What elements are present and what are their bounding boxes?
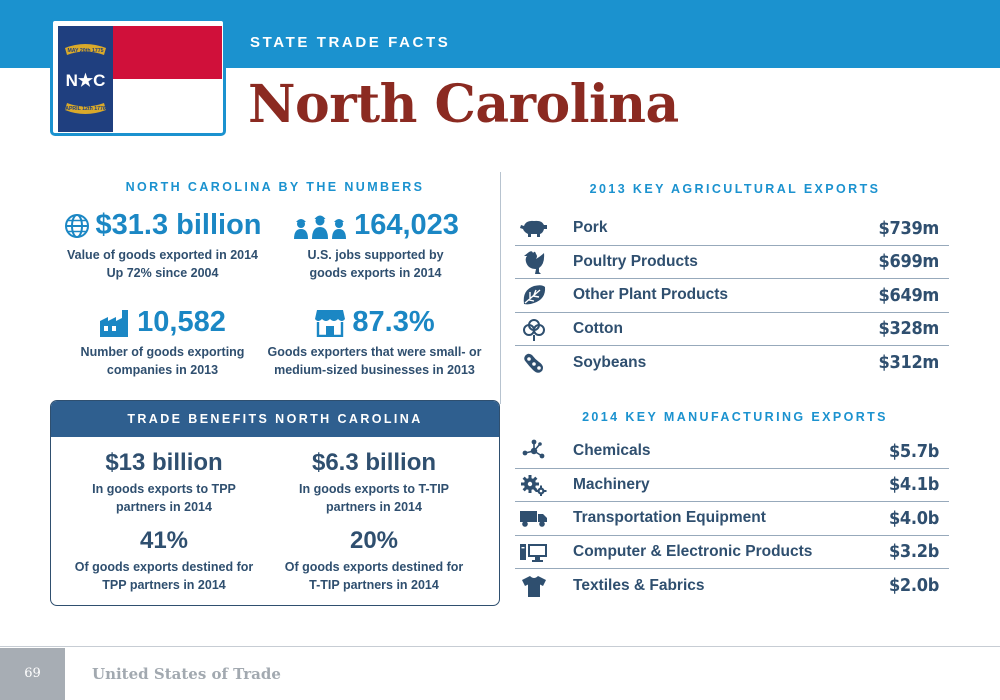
computer-icon <box>520 543 547 562</box>
export-name: Poultry Products <box>573 252 698 270</box>
export-name: Transportation Equipment <box>573 509 766 527</box>
stat-caption: Up 72% since 2004 <box>106 266 219 280</box>
list-item: Other Plant Products $649m <box>515 279 949 313</box>
stat-value: 164,023 <box>354 209 459 241</box>
list-item: Poultry Products $699m <box>515 246 949 279</box>
export-value: $699m <box>878 251 940 273</box>
list-item: Computer & Electronic Products $3.2b <box>515 536 949 569</box>
benefit-value: 41% <box>139 527 189 554</box>
benefit-stat: $13 billion In goods exports to TPP partn… <box>59 449 269 516</box>
stat-caption: Number of goods exporting <box>80 345 245 359</box>
list-item: Soybeans $312m <box>515 346 949 380</box>
benefit-value: $13 billion <box>105 449 223 476</box>
leaf-icon <box>523 285 546 305</box>
flag-top-ribbon: MAY 20th 1775 <box>67 48 103 54</box>
page-number: 69 <box>0 648 65 700</box>
export-value: $739m <box>878 217 940 239</box>
export-name: Soybeans <box>573 353 647 371</box>
benefit-value: $6.3 billion <box>311 449 437 476</box>
stat-sme-share: 87.3% Goods exporters that were small- o… <box>262 306 487 379</box>
benefit-caption: Of goods exports destined for <box>74 560 254 574</box>
page-title: North Carolina <box>248 74 679 135</box>
list-item: Transportation Equipment $4.0b <box>515 502 949 536</box>
list-item: Machinery $4.1b <box>515 469 949 502</box>
benefit-caption: Of goods exports destined for <box>284 560 464 574</box>
section-label: STATE TRADE FACTS <box>250 34 451 51</box>
benefit-caption: partners in 2014 <box>326 500 422 514</box>
list-item: Cotton $328m <box>515 313 949 346</box>
stat-caption: medium-sized businesses in 2013 <box>274 363 475 377</box>
trade-benefits-panel: TRADE BENEFITS NORTH CAROLINA $13 billio… <box>50 400 500 606</box>
export-name: Computer & Electronic Products <box>573 542 813 560</box>
stat-jobs: 164,023 U.S. jobs supported by goods expo… <box>268 209 483 282</box>
list-item: Chemicals $5.7b <box>515 435 949 469</box>
trade-benefits-heading: TRADE BENEFITS NORTH CAROLINA <box>51 401 499 437</box>
export-value: $3.2b <box>888 541 939 563</box>
benefit-stat: 20% Of goods exports destined for T-TIP p… <box>269 527 479 594</box>
by-the-numbers-heading: NORTH CAROLINA BY THE NUMBERS <box>125 180 425 194</box>
column-divider <box>500 172 501 404</box>
globe-icon <box>64 213 89 238</box>
factory-icon <box>100 309 129 337</box>
stat-value: 10,582 <box>137 306 226 338</box>
north-carolina-flag-icon: MAY 20th 1775 APRIL 12th 1776 N★C <box>58 26 222 132</box>
export-name: Textiles & Fabrics <box>573 576 705 594</box>
manufacturing-exports-list: Chemicals $5.7b Machinery $4.1b Transpor… <box>515 435 949 603</box>
cotton-icon <box>523 318 545 341</box>
benefit-caption: In goods exports to T-TIP <box>299 482 449 496</box>
list-item: Pork $739m <box>515 212 949 246</box>
stat-exporting-companies: 10,582 Number of goods exporting companie… <box>55 306 270 379</box>
benefit-caption: In goods exports to TPP <box>92 482 236 496</box>
stat-caption: goods exports in 2014 <box>309 266 442 280</box>
publication-title: United States of Trade <box>92 665 281 683</box>
pig-icon <box>520 221 547 238</box>
stat-caption: Value of goods exported in 2014 <box>66 248 259 262</box>
export-value: $2.0b <box>888 575 939 597</box>
flag-bottom-ribbon: APRIL 12th 1776 <box>65 106 106 112</box>
benefit-stat: $6.3 billion In goods exports to T-TIP pa… <box>269 449 479 516</box>
agricultural-exports-heading: 2013 KEY AGRICULTURAL EXPORTS <box>589 182 881 196</box>
stat-value: $31.3 billion <box>95 209 262 241</box>
flag-letters: N★C <box>66 71 106 90</box>
export-value: $4.0b <box>888 507 939 529</box>
truck-icon <box>520 511 547 528</box>
export-name: Other Plant Products <box>573 286 729 304</box>
manufacturing-exports-heading: 2014 KEY MANUFACTURING EXPORTS <box>582 410 888 424</box>
storefront-icon <box>315 309 346 337</box>
export-name: Cotton <box>573 319 623 337</box>
export-value: $649m <box>878 284 940 306</box>
benefit-caption: partners in 2014 <box>116 500 212 514</box>
export-name: Chemicals <box>573 442 651 460</box>
list-item: Textiles & Fabrics $2.0b <box>515 569 949 603</box>
benefit-caption: TPP partners in 2014 <box>102 578 226 592</box>
molecule-icon <box>522 439 545 459</box>
shirt-icon <box>522 575 546 597</box>
gears-icon <box>521 474 547 496</box>
export-name: Machinery <box>573 475 650 493</box>
chicken-icon <box>524 250 545 274</box>
state-flag: MAY 20th 1775 APRIL 12th 1776 N★C <box>50 18 226 136</box>
stat-value: 87.3% <box>352 306 435 338</box>
soybean-icon <box>524 353 543 373</box>
export-value: $4.1b <box>888 474 939 496</box>
benefit-stat: 41% Of goods exports destined for TPP par… <box>59 527 269 594</box>
benefit-value: 20% <box>349 527 399 554</box>
export-name: Pork <box>573 219 608 237</box>
stat-caption: U.S. jobs supported by <box>307 248 444 262</box>
export-value: $328m <box>878 318 940 340</box>
export-value: $5.7b <box>888 440 939 462</box>
stat-export-value: $31.3 billion Value of goods exported in… <box>55 209 270 282</box>
stat-caption: Goods exporters that were small- or <box>267 345 482 359</box>
stat-caption: companies in 2013 <box>106 363 219 377</box>
agricultural-exports-list: Pork $739m Poultry Products $699m Other … <box>515 212 949 380</box>
benefit-caption: T-TIP partners in 2014 <box>309 578 439 592</box>
export-value: $312m <box>878 352 940 374</box>
workers-icon <box>294 215 347 239</box>
footer-divider <box>0 646 1000 647</box>
